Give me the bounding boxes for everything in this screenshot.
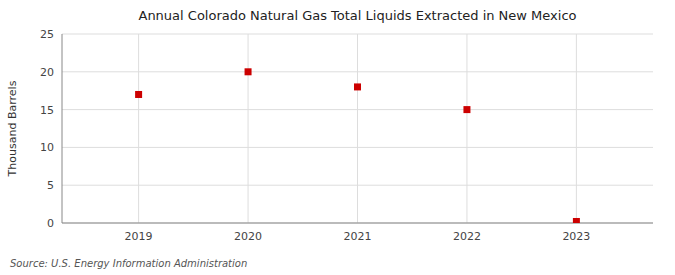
y-tick-label: 15 <box>40 104 54 117</box>
x-grid-line <box>248 34 249 223</box>
points <box>135 68 580 223</box>
point <box>354 83 361 90</box>
point <box>463 106 470 113</box>
grid <box>62 34 653 223</box>
y-tick-label: 25 <box>40 28 54 41</box>
point <box>245 68 252 75</box>
y-tick-label: 0 <box>47 217 54 230</box>
y-tick-label: 10 <box>40 141 54 154</box>
y-axis-line <box>62 34 63 223</box>
x-tick-label: 2022 <box>453 230 481 243</box>
x-tick-label: 2023 <box>562 230 590 243</box>
x-tick-label: 2019 <box>125 230 153 243</box>
y-grid-line <box>62 223 653 224</box>
x-tick-label: 2020 <box>234 230 262 243</box>
x-grid-line <box>138 34 139 223</box>
x-grid-line <box>466 34 467 223</box>
annotation: Source: U.S. Energy Information Administ… <box>10 258 247 269</box>
x-grid-line <box>357 34 358 223</box>
point <box>135 91 142 98</box>
y-axis-label: Thousand Barrels <box>6 80 19 177</box>
point <box>573 218 580 223</box>
chart: Annual Colorado Natural Gas Total Liquid… <box>0 0 675 275</box>
x-tick-label: 2021 <box>344 230 372 243</box>
x-grid-line <box>576 34 577 223</box>
x-axis-line <box>62 223 653 224</box>
y-tick-label: 20 <box>40 66 54 79</box>
y-tick-label: 5 <box>47 179 54 192</box>
title: Annual Colorado Natural Gas Total Liquid… <box>138 8 576 23</box>
